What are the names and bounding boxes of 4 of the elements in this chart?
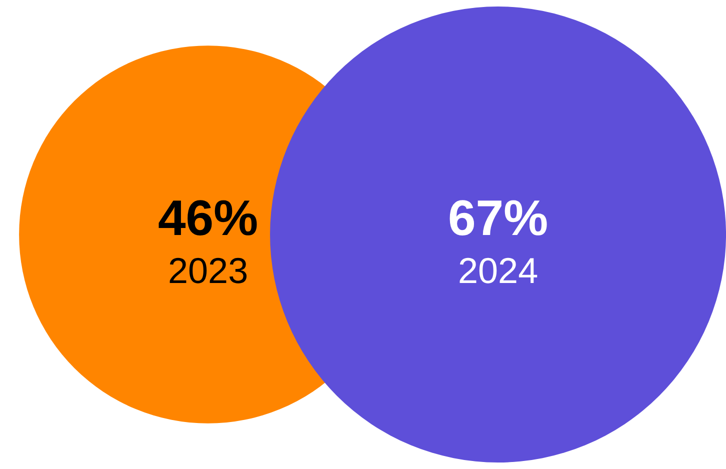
category-label: 2024 [458, 250, 538, 291]
category-label: 2023 [168, 250, 248, 291]
data-label: 46% [158, 190, 258, 246]
data-label: 67% [448, 190, 548, 246]
